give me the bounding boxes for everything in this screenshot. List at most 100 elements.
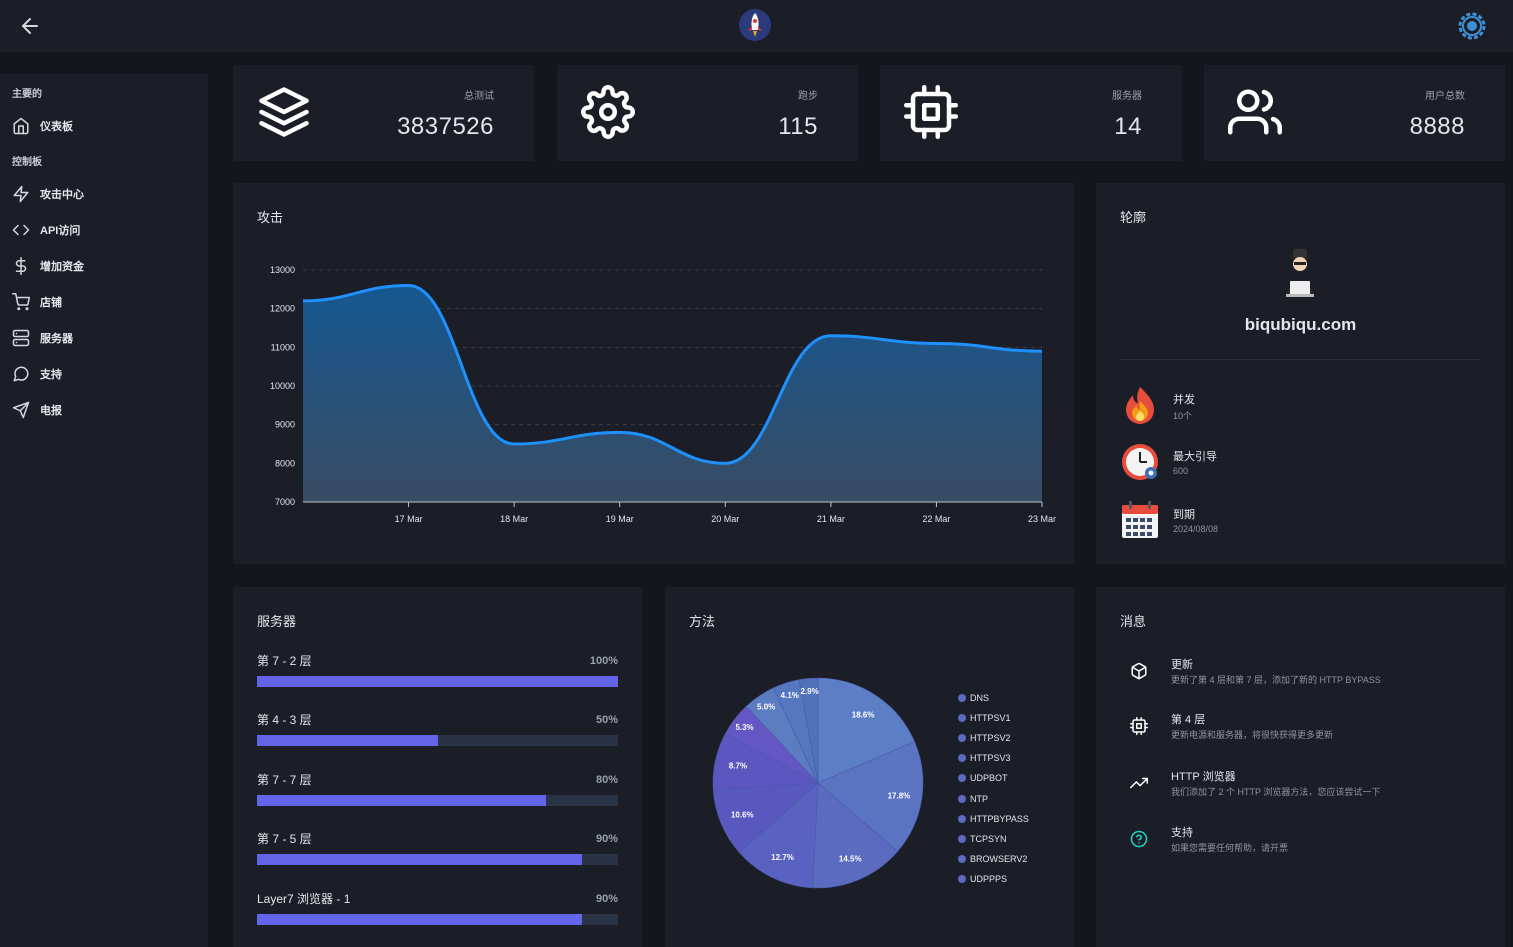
server-progress-bar: [257, 854, 618, 865]
legend-item[interactable]: HTTPSV1: [958, 713, 1011, 723]
pie-slice[interactable]: [712, 782, 819, 853]
message-row[interactable]: 更新 更新了第 4 层和第 7 层，添加了新的 HTTP BYPASS: [1120, 656, 1480, 696]
sidebar-item-label: 增加资金: [40, 261, 84, 273]
legend-item[interactable]: TCPSYN: [958, 834, 1007, 844]
message-row[interactable]: 第 4 层 更新电源和服务器，将很快获得更多更新: [1120, 711, 1480, 751]
legend-item[interactable]: HTTPSV3: [958, 753, 1011, 763]
methods-card: 方法 18.6% 17.8% 14.5% 12.7% 10.6% 8.7% 5.3% 5.0%…: [665, 587, 1074, 947]
cpu-icon: [904, 85, 958, 139]
messages-card: 消息 更新 更新了第 4 层和第 7 层，添加了新的 HTTP BYPASS 第…: [1096, 587, 1505, 947]
x-tick-label: 17 Mar: [395, 514, 423, 524]
card-title: 服务器: [257, 614, 297, 629]
server-progress-bar: [257, 914, 618, 925]
stat-label: 服务器: [1112, 91, 1142, 102]
legend-item[interactable]: DNS: [958, 693, 989, 703]
sidebar-item-dashboard[interactable]: 仪表板: [12, 114, 192, 138]
y-tick-label: 13000: [270, 265, 295, 275]
profile-row-label: 并发: [1173, 394, 1195, 406]
legend-item[interactable]: HTTPSV2: [958, 733, 1011, 743]
legend-label: HTTPSV2: [970, 733, 1011, 744]
server-name: 第 7 - 2 层: [257, 654, 312, 668]
server-icon: [12, 329, 30, 347]
server-percent: 100%: [589, 655, 618, 667]
pie-slice[interactable]: [812, 782, 898, 889]
divider: [1120, 359, 1480, 360]
server-progress-fill: [257, 676, 618, 687]
profile-row-concurrent: 并发 10个: [1120, 385, 1420, 429]
y-tick-label: 12000: [270, 304, 295, 314]
server-progress-fill: [257, 854, 582, 865]
sidebar-item-label: 服务器: [40, 333, 73, 345]
sidebar: 主要的 仪表板 控制板 攻击中心 API访问 增加资金 店铺 服务器 支持 电报: [0, 74, 208, 947]
legend-dot-icon: [958, 714, 966, 723]
profile-row-value: 10个: [1173, 411, 1193, 421]
legend-item[interactable]: BROWSERV2: [958, 854, 1027, 864]
layers-icon: [259, 87, 309, 137]
pie-slice[interactable]: [798, 677, 819, 784]
settings-gear-icon[interactable]: [1454, 8, 1490, 44]
pie-slice-label: 5.3%: [735, 723, 753, 732]
legend-dot-icon: [958, 854, 966, 863]
message-row[interactable]: 支持 如果您需要任何帮助，请开票: [1120, 824, 1480, 864]
server-progress-fill: [257, 795, 546, 806]
attack-chart-card: 攻击 7000 8000 9000 10000 11000 12000 13000 17 Ma…: [233, 183, 1074, 564]
sidebar-item-servers[interactable]: 服务器: [12, 326, 192, 350]
pie-slice[interactable]: [817, 741, 924, 853]
message-description: 如果您需要任何帮助，请开票: [1171, 843, 1289, 853]
lightning-icon: [13, 185, 29, 203]
legend-label: HTTPBYPASS: [970, 813, 1029, 824]
sidebar-item-api-access[interactable]: API访问: [12, 218, 192, 242]
stat-card-total-users: 用户总数 8888: [1204, 65, 1505, 161]
profile-row-value: 600: [1173, 466, 1189, 476]
message-title: 第 4 层: [1171, 714, 1206, 726]
legend-item[interactable]: UDPBOT: [958, 773, 1008, 783]
legend-item[interactable]: UDPPPS: [958, 874, 1007, 884]
message-row[interactable]: HTTP 浏览器 我们添加了 2 个 HTTP 浏览器方法，您应该尝试一下: [1120, 768, 1480, 808]
sidebar-item-telegram[interactable]: 电报: [12, 398, 192, 422]
legend-item[interactable]: HTTPBYPASS: [958, 814, 1029, 824]
sidebar-item-support[interactable]: 支持: [12, 362, 192, 386]
sidebar-item-shop[interactable]: 店铺: [12, 290, 192, 314]
y-tick-label: 8000: [275, 458, 295, 468]
pie-slice-label: 4.1%: [781, 691, 799, 700]
legend-dot-icon: [958, 794, 966, 803]
message-title: 更新: [1171, 659, 1193, 671]
pie-slice[interactable]: [817, 677, 915, 784]
pie-slice[interactable]: [738, 782, 819, 889]
sidebar-section-control: 控制板: [12, 157, 42, 168]
sidebar-item-add-funds[interactable]: 增加资金: [12, 254, 192, 278]
profile-row-value: 2024/08/08: [1173, 524, 1219, 534]
gear-icon: [581, 85, 635, 139]
stat-value: 3837526: [397, 113, 494, 140]
message-description: 更新电源和服务器，将很快获得更多更新: [1171, 730, 1334, 740]
message-description: 更新了第 4 层和第 7 层，添加了新的 HTTP BYPASS: [1171, 675, 1381, 685]
chat-bubble-icon: [13, 366, 29, 382]
stat-value: 14: [1114, 113, 1142, 140]
servers-card: 服务器 第 7 - 2 层 100% 第 4 - 3 层 50% 第 7 - 7…: [233, 587, 642, 947]
sidebar-item-label: API访问: [40, 225, 81, 237]
card-title: 攻击: [257, 210, 284, 225]
sidebar-item-attack-center[interactable]: 攻击中心: [12, 182, 192, 206]
card-title: 轮廓: [1120, 210, 1147, 225]
back-arrow-icon[interactable]: [18, 14, 42, 38]
server-progress-fill: [257, 914, 582, 925]
help-circle-icon: [1130, 830, 1148, 848]
clock-icon: [1122, 444, 1158, 480]
pie-slice-label: 10.6%: [731, 810, 754, 819]
pie-slice-label: 18.6%: [852, 711, 875, 720]
x-tick-label: 18 Mar: [500, 514, 528, 524]
home-icon: [13, 117, 29, 135]
pie-slice-label: 8.7%: [729, 762, 747, 771]
methods-pie-chart: 18.6% 17.8% 14.5% 12.7% 10.6% 8.7% 5.3% 5.0% 4.1…: [712, 677, 924, 889]
server-name: Layer7 浏览器 - 1: [257, 892, 351, 906]
pie-slice-label: 17.8%: [888, 792, 911, 801]
legend-dot-icon: [958, 874, 966, 883]
users-icon: [1228, 89, 1282, 135]
server-percent: 50%: [595, 714, 618, 726]
legend-dot-icon: [958, 734, 966, 743]
legend-label: UDPPPS: [970, 873, 1008, 884]
legend-item[interactable]: NTP: [958, 794, 988, 804]
sidebar-item-label: 电报: [40, 405, 62, 417]
legend-dot-icon: [958, 754, 966, 763]
profile-row-expiry: 到期 2024/08/08: [1120, 500, 1420, 544]
